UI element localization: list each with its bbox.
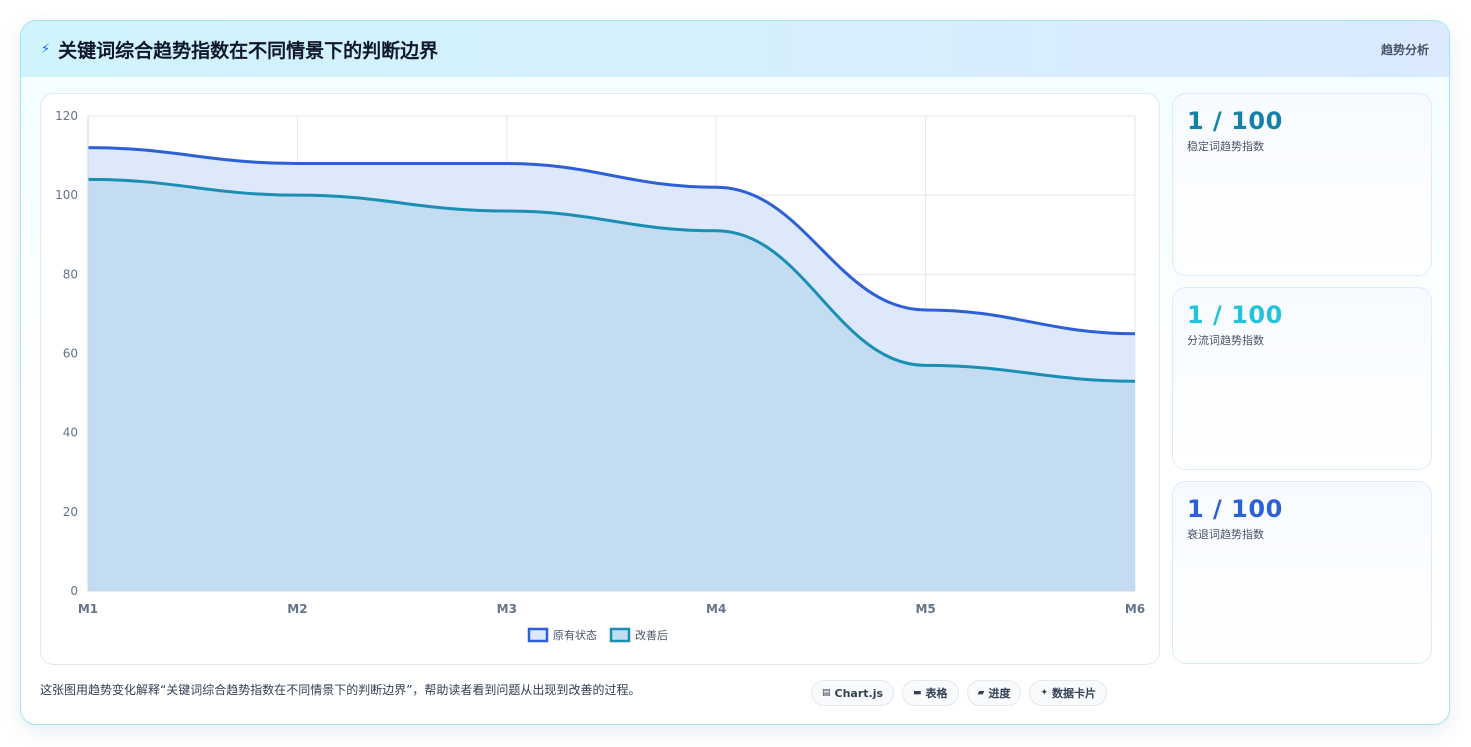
- chip-label: 表格: [925, 687, 948, 700]
- chip-data-cards[interactable]: ✦ 数据卡片: [1029, 680, 1108, 706]
- feature-chips: ▤ Chart.js ▬ 表格 ▰ 进度 ✦ 数据卡片: [811, 680, 1108, 706]
- x-tick-label: M6: [1125, 602, 1145, 616]
- legend-swatch: [527, 627, 549, 643]
- x-tick-label: M4: [706, 602, 726, 616]
- chart-card: ⚡ 关键词综合趋势指数在不同情景下的判断边界 趋势分析 0 20 40 60 80 100…: [20, 20, 1450, 725]
- chip-progress[interactable]: ▰ 进度: [966, 680, 1022, 706]
- stat-card-stable: 1 / 100 稳定词趋势指数: [1172, 93, 1432, 276]
- chart-panel: 0 20 40 60 80 100 120 M1 M2 M3 M4 M5 M6 原有状态 改善后: [40, 93, 1160, 665]
- y-tick-label: 60: [63, 347, 78, 361]
- progress-icon: ▰: [977, 688, 985, 698]
- x-tick-label: M5: [915, 602, 935, 616]
- chip-table[interactable]: ▬ 表格: [902, 680, 959, 706]
- stat-value: 1 / 100: [1187, 495, 1283, 523]
- chip-label: Chart.js: [834, 686, 884, 700]
- sparkle-icon: ✦: [1040, 688, 1049, 698]
- legend-swatch: [609, 627, 631, 643]
- stat-label: 稳定词趋势指数: [1187, 140, 1264, 153]
- stat-card-diverted: 1 / 100 分流词趋势指数: [1172, 287, 1432, 470]
- stat-card-declining: 1 / 100 衰退词趋势指数: [1172, 481, 1432, 664]
- category-tag: 趋势分析: [1380, 42, 1429, 57]
- x-tick-label: M2: [287, 602, 307, 616]
- y-tick-label: 20: [63, 505, 78, 519]
- y-tick-label: 80: [63, 267, 78, 281]
- chart-description: 这张图用趋势变化解释“关键词综合趋势指数在不同情景下的判断边界”，帮助读者看到问…: [40, 683, 641, 697]
- legend-label: 改善后: [635, 628, 668, 642]
- chip-label: 进度: [988, 687, 1011, 700]
- series-line-1: [87, 177, 1136, 383]
- x-tick-label: M3: [497, 602, 517, 616]
- y-tick-label: 40: [63, 426, 78, 440]
- table-icon: ▬: [913, 688, 922, 698]
- x-tick-label: M1: [78, 602, 98, 616]
- chip-chartjs[interactable]: ▤ Chart.js: [811, 680, 895, 706]
- chip-label: 数据卡片: [1052, 687, 1097, 700]
- legend-label: 原有状态: [553, 628, 597, 642]
- y-tick-label: 120: [55, 109, 78, 123]
- card-header: ⚡ 关键词综合趋势指数在不同情景下的判断边界 趋势分析: [21, 21, 1449, 77]
- stat-value: 1 / 100: [1187, 301, 1283, 329]
- area-chart: 0 20 40 60 80 100 120 M1 M2 M3 M4 M5 M6 原有状态 改善后: [55, 109, 1145, 643]
- stat-label: 衰退词趋势指数: [1187, 528, 1264, 541]
- lightning-icon: ⚡: [41, 41, 51, 57]
- stat-label: 分流词趋势指数: [1187, 334, 1264, 347]
- y-tick-label: 0: [70, 584, 78, 598]
- chart-title: 关键词综合趋势指数在不同情景下的判断边界: [58, 39, 439, 62]
- y-tick-label: 100: [55, 188, 78, 202]
- series-area-1: [88, 179, 1135, 591]
- chart-icon: ▤: [822, 688, 831, 698]
- stat-value: 1 / 100: [1187, 107, 1283, 135]
- series-line-0: [87, 146, 1136, 336]
